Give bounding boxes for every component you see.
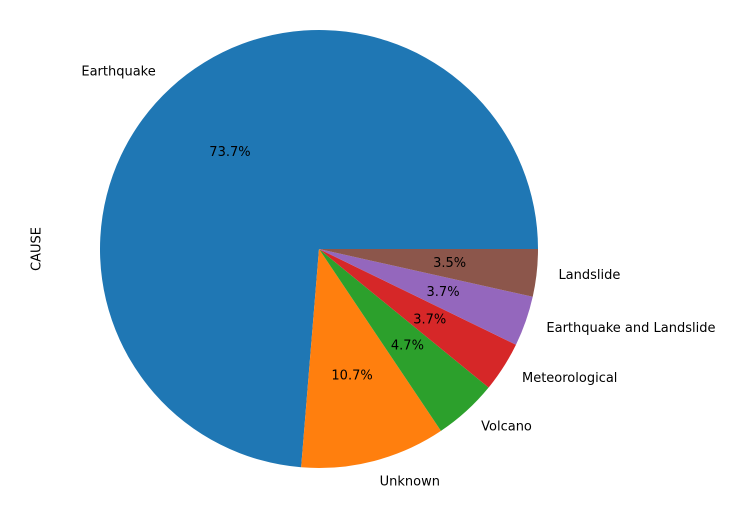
pie-slice-meteorological — [319, 249, 516, 388]
y-axis-label: CAUSE — [30, 227, 45, 271]
slice-category-label: Unknown — [380, 475, 440, 490]
slice-category-label: Volcano — [481, 420, 532, 435]
slice-percent-label: 3.7% — [427, 285, 460, 300]
slice-percent-label: 4.7% — [391, 339, 424, 354]
pie-slices — [99, 29, 538, 468]
pie-slice-unknown — [301, 249, 441, 468]
slice-percent-label: 3.5% — [433, 256, 466, 271]
slice-percent-label: 3.7% — [413, 312, 446, 327]
slice-category-label: Meteorological — [522, 371, 617, 386]
slice-percent-label: 73.7% — [209, 145, 250, 160]
pie-labels: 73.7% Earthquake 10.7% Unknown 4.7% Volcano 3.… — [81, 64, 715, 489]
slice-category-label: Earthquake and Landslide — [546, 321, 715, 336]
slice-category-label: Earthquake — [81, 64, 155, 79]
pie-slice-volcano — [319, 249, 489, 431]
slice-percent-label: 10.7% — [331, 369, 372, 384]
slice-category-label: Landslide — [558, 268, 620, 283]
pie-slice-earthquake — [99, 29, 538, 468]
pie-slice-landslide — [319, 249, 538, 297]
pie-slice-earthquake-and-landslide — [319, 249, 533, 345]
